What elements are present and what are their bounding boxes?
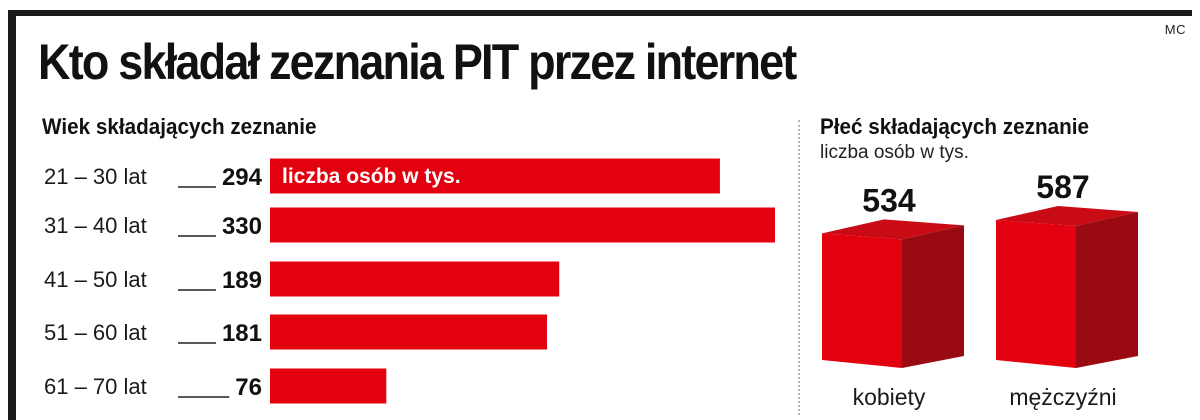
sex-cube-top (996, 206, 1138, 226)
age-category-label: 61 – 70 lat (44, 374, 147, 399)
sex-cube-top (822, 219, 964, 240)
age-bar (270, 314, 547, 350)
age-chart-title: Wiek składających zeznanie (42, 114, 317, 139)
credit: MC (1164, 22, 1186, 37)
sex-chart-unit: liczba osób w tys. (820, 142, 969, 163)
sex-value-label: 534 (862, 182, 916, 218)
age-value-label: 76 (235, 374, 262, 401)
sex-category-label: kobiety (853, 384, 926, 410)
age-value-label: 330 (222, 213, 262, 240)
age-category-label: 21 – 30 lat (44, 164, 147, 189)
age-bar-chart: 21 – 30 lat 294 liczba osób w tys. 31 – 40 … (44, 158, 775, 404)
age-bar (270, 368, 387, 404)
age-value-label: 294 (222, 164, 263, 191)
age-category-label: 31 – 40 lat (44, 213, 147, 238)
bar-unit-caption: liczba osób w tys. (282, 165, 461, 188)
sex-category-label: mężczyźni (1009, 384, 1116, 410)
sex-chart-title: Płeć składających zeznanie (820, 114, 1090, 139)
sex-cube-side (902, 225, 964, 368)
sex-cube-bar (996, 220, 1076, 368)
section-divider (798, 120, 800, 415)
top-rule (8, 10, 1192, 16)
sex-value-label: 587 (1036, 169, 1089, 205)
sex-cube-side (1076, 212, 1138, 368)
age-category-label: 51 – 60 lat (44, 320, 147, 345)
age-bar (270, 158, 720, 194)
left-rule (8, 10, 16, 420)
age-category-label: 41 – 50 lat (44, 267, 147, 292)
page-title: Kto składał zeznania PIT przez internet (38, 34, 797, 90)
age-value-label: 189 (222, 267, 262, 294)
age-value-label: 181 (222, 320, 262, 347)
age-bar (270, 261, 560, 297)
age-bar (270, 207, 775, 243)
sex-cube-chart: 534 kobiety 587 mężczyźni (822, 169, 1138, 410)
sex-cube-bar (822, 233, 902, 368)
